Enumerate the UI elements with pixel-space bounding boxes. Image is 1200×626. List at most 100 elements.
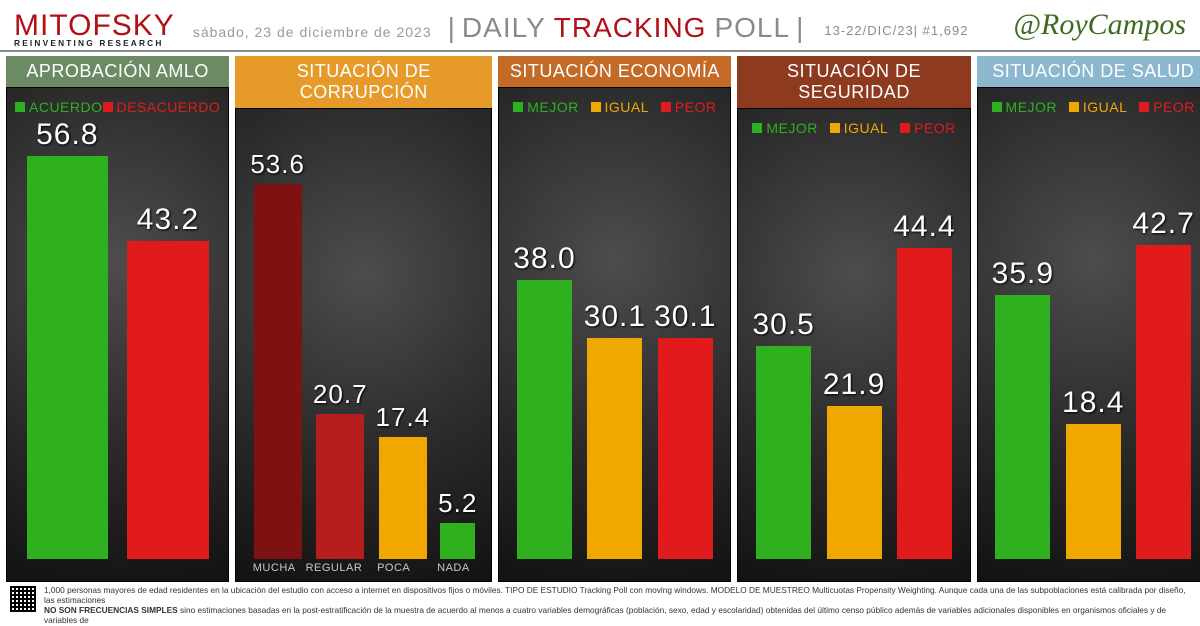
bar [756, 346, 811, 560]
bar [1066, 424, 1121, 559]
legend [244, 117, 483, 139]
bar-value: 30.5 [752, 308, 814, 342]
bar-wrap: 30.1 [650, 118, 720, 559]
legend-swatch-icon [752, 123, 762, 133]
bar-value: 30.1 [584, 300, 646, 334]
panel-body: MEJOR IGUAL PEOR 38.030.130.1 [498, 87, 731, 582]
bar [440, 523, 474, 559]
footnote-bold: NO SON FRECUENCIAS SIMPLES [44, 605, 178, 615]
x-axis-labels [15, 559, 220, 577]
panel: SITUACIÓN DE SEGURIDAD MEJOR IGUAL PEOR 30.5… [737, 56, 970, 582]
panel-title: SITUACIÓN DE SEGURIDAD [737, 56, 970, 108]
bar [379, 437, 427, 559]
legend-item: MEJOR [752, 120, 818, 136]
title-word-poll: POLL [706, 12, 790, 44]
legend-swatch-icon [1069, 102, 1079, 112]
legend-label: PEOR [914, 120, 956, 136]
bar-wrap: 53.6 [246, 139, 309, 559]
bar-wrap: 18.4 [1058, 118, 1128, 559]
bar-wrap: 21.9 [819, 139, 889, 559]
legend-item: PEOR [661, 99, 717, 115]
legend: MEJOR IGUAL PEOR [507, 96, 722, 118]
chart-area: 38.030.130.1 [507, 118, 722, 559]
legend-swatch-icon [830, 123, 840, 133]
panel-title: SITUACIÓN DE CORRUPCIÓN [235, 56, 492, 108]
legend-swatch-icon [661, 102, 671, 112]
bar-value: 53.6 [250, 149, 305, 180]
panel-body: MEJOR IGUAL PEOR 30.5 21.9 44.4 [737, 108, 970, 582]
x-axis-label: MUCHA [244, 562, 304, 574]
x-axis-labels [986, 559, 1200, 577]
legend-item: ACUERDO [15, 99, 103, 115]
header-bar: MITOFSKY REINVENTING RESEARCH sábado, 23… [0, 0, 1200, 52]
legend-label: IGUAL [844, 120, 889, 136]
bar-value: 17.4 [376, 402, 431, 433]
footnote-line2: sino estimaciones basadas en la post-est… [44, 605, 1166, 625]
legend-item: PEOR [1139, 99, 1195, 115]
bar-value: 30.1 [654, 300, 716, 334]
title-sep: | [790, 12, 810, 44]
header-title: | DAILY TRACKING POLL | [442, 12, 811, 48]
bar-value: 43.2 [137, 203, 199, 237]
logo-main: MITOFSKY [14, 13, 175, 39]
x-axis-label: REGULAR [304, 562, 364, 574]
bar-wrap: 5.2 [434, 139, 481, 559]
bar-wrap: 56.8 [17, 118, 118, 559]
chart-area: 56.8 43.2 [15, 118, 220, 559]
legend-label: MEJOR [527, 99, 579, 115]
legend-item: DESACUERDO [103, 99, 221, 115]
bar-value: 5.2 [438, 488, 477, 519]
bar-wrap: 42.7 [1128, 118, 1198, 559]
bar-value: 18.4 [1062, 386, 1124, 420]
bar-value: 35.9 [992, 257, 1054, 291]
x-axis-label: POCA [364, 562, 424, 574]
panel: APROBACIÓN AMLOACUERDODESACUERDO56.843.2 [6, 56, 229, 582]
panel-title: SITUACIÓN DE SALUD [977, 56, 1200, 87]
legend-label: DESACUERDO [117, 99, 221, 115]
bar [517, 280, 572, 559]
legend-label: MEJOR [1006, 99, 1058, 115]
legend-swatch-icon [103, 102, 113, 112]
legend-item: MEJOR [513, 99, 579, 115]
bar-value: 42.7 [1132, 207, 1194, 241]
bar-wrap: 17.4 [372, 139, 435, 559]
bar [897, 248, 952, 559]
footer: 1,000 personas mayores de edad residente… [0, 582, 1200, 614]
bar-value: 44.4 [893, 210, 955, 244]
bar-wrap: 43.2 [118, 118, 219, 559]
chart-area: 53.6 20.7 17.4 5.2 [244, 139, 483, 559]
header-date: sábado, 23 de diciembre de 2023 [193, 24, 432, 48]
footnote-line1: 1,000 personas mayores de edad residente… [44, 585, 1186, 605]
x-axis-label: NADA [424, 562, 484, 574]
title-sep: | [442, 12, 462, 44]
bar [316, 414, 364, 559]
x-axis-labels [507, 559, 722, 577]
panel: SITUACIÓN ECONOMÍA MEJOR IGUAL PEOR 38.030.1… [498, 56, 731, 582]
bar [27, 156, 109, 559]
legend-item: IGUAL [591, 99, 650, 115]
legend-item: MEJOR [992, 99, 1058, 115]
bar-wrap: 30.5 [748, 139, 818, 559]
legend-label: PEOR [675, 99, 717, 115]
bar-value: 56.8 [36, 118, 98, 152]
legend-swatch-icon [513, 102, 523, 112]
bar-wrap: 20.7 [309, 139, 372, 559]
panel: SITUACIÓN DE CORRUPCIÓN 53.6 20.7 17.4 5.2 MU… [235, 56, 492, 582]
panel: SITUACIÓN DE SALUD MEJORIGUALPEOR 35.9 18.4… [977, 56, 1200, 582]
legend: MEJORIGUALPEOR [986, 96, 1200, 118]
bar-value: 20.7 [313, 379, 368, 410]
bar-value: 21.9 [823, 368, 885, 402]
legend-label: PEOR [1153, 99, 1195, 115]
legend-swatch-icon [900, 123, 910, 133]
bar [127, 241, 209, 559]
bar [1136, 245, 1191, 559]
chart-area: 30.5 21.9 44.4 [746, 139, 961, 559]
panel-title: SITUACIÓN ECONOMÍA [498, 56, 731, 87]
x-axis-labels: MUCHAREGULARPOCANADA [244, 559, 483, 577]
bar [827, 406, 882, 559]
x-axis-labels [746, 559, 961, 577]
legend: MEJOR IGUAL PEOR [746, 117, 961, 139]
bar-wrap: 30.1 [580, 118, 650, 559]
panel-body: 53.6 20.7 17.4 5.2 MUCHAREGULARPOCANADA [235, 108, 492, 582]
header-meta: 13-22/DIC/23| #1,692 [810, 23, 974, 48]
